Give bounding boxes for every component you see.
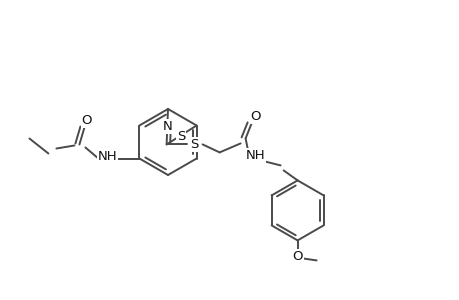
Text: S: S (176, 130, 185, 143)
Text: NH: NH (245, 149, 265, 162)
Text: NH: NH (97, 150, 117, 163)
Text: O: O (250, 110, 260, 123)
Text: S: S (190, 138, 198, 151)
Text: N: N (162, 120, 172, 133)
Text: O: O (292, 250, 302, 263)
Text: O: O (81, 114, 91, 127)
